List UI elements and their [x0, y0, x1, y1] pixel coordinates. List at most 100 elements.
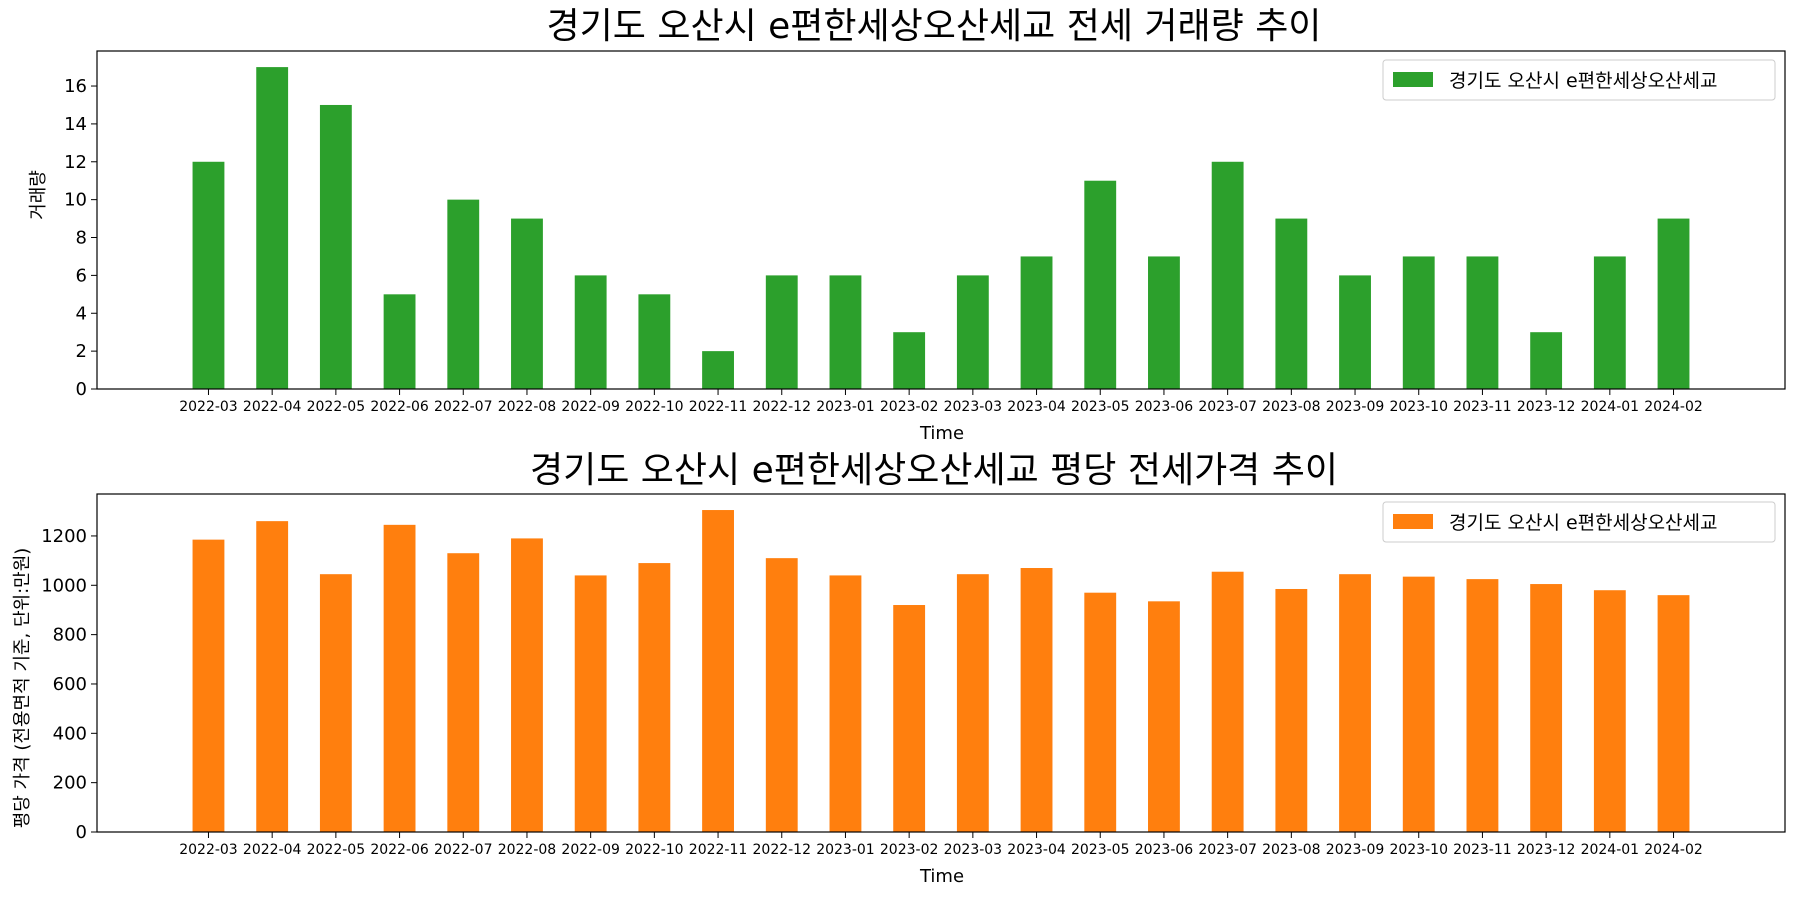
- x-tick-label: 2022-04: [243, 842, 302, 858]
- y-tick-label: 10: [64, 190, 87, 211]
- x-tick-label: 2023-05: [1071, 842, 1130, 858]
- x-tick-label: 2024-02: [1644, 842, 1703, 858]
- bar: [1020, 256, 1053, 389]
- y-tick-label: 4: [76, 303, 87, 324]
- x-tick-label: 2022-04: [243, 399, 302, 415]
- bar: [1402, 576, 1435, 832]
- bar: [893, 332, 926, 389]
- x-tick-label: 2023-12: [1517, 842, 1576, 858]
- x-tick-label: 2023-09: [1326, 399, 1385, 415]
- y-tick-label: 12: [64, 152, 87, 173]
- bar: [1275, 588, 1308, 832]
- x-tick-label: 2023-11: [1453, 399, 1512, 415]
- bar: [1530, 584, 1563, 832]
- bar: [1148, 601, 1180, 832]
- axis-ticks: 0 200 400 600 800 1000 1200 2022-03 2022-04 2022-…: [41, 526, 1703, 858]
- bar: [447, 553, 480, 832]
- x-tick-label: 2023-05: [1071, 399, 1130, 415]
- x-tick-label: 2023-02: [880, 399, 939, 415]
- x-tick-label: 2022-07: [434, 842, 493, 858]
- y-tick-label: 14: [64, 114, 87, 135]
- x-tick-label: 2024-01: [1581, 842, 1640, 858]
- legend: 경기도 오산시 e편한세상오산세교: [1382, 59, 1776, 101]
- y-axis-label: 평당 가격 (전용면적 기준, 단위:만원): [12, 548, 33, 829]
- y-tick-label: 0: [76, 379, 87, 400]
- bar: [1593, 590, 1626, 832]
- y-tick-label: 8: [76, 228, 87, 249]
- bar: [1339, 275, 1371, 389]
- bar: [1020, 568, 1053, 832]
- y-tick-label: 600: [53, 674, 87, 695]
- legend-box: [1382, 501, 1776, 543]
- bar: [638, 294, 671, 389]
- x-tick-label: 2023-12: [1517, 399, 1576, 415]
- x-tick-label: 2022-11: [689, 399, 748, 415]
- y-tick-label: 1000: [41, 575, 87, 596]
- bar: [1402, 256, 1435, 389]
- x-tick-label: 2023-04: [1007, 842, 1066, 858]
- x-tick-label: 2022-12: [753, 842, 812, 858]
- chart-title: 경기도 오산시 e편한세상오산세교 전세 거래량 추이: [547, 6, 1322, 47]
- x-tick-label: 2023-08: [1262, 399, 1321, 415]
- bar: [765, 275, 798, 389]
- legend-label: 경기도 오산시 e편한세상오산세교: [1449, 512, 1718, 534]
- bar: [319, 104, 352, 389]
- x-tick-label: 2023-03: [944, 842, 1003, 858]
- bar: [893, 605, 926, 832]
- legend-box: [1382, 59, 1776, 101]
- x-tick-label: 2023-06: [1135, 399, 1194, 415]
- bar: [383, 294, 416, 389]
- bar: [383, 524, 416, 832]
- x-tick-label: 2023-10: [1389, 842, 1448, 858]
- bar: [1084, 180, 1117, 389]
- bar: [956, 275, 989, 389]
- bar: [192, 161, 225, 389]
- bar: [1148, 256, 1180, 389]
- y-tick-label: 2: [76, 341, 87, 362]
- bar: [1211, 571, 1244, 832]
- bar: [447, 199, 480, 389]
- x-tick-label: 2023-07: [1198, 842, 1257, 858]
- bar: [829, 275, 862, 389]
- bar: [1339, 574, 1371, 832]
- x-tick-label: 2023-09: [1326, 842, 1385, 858]
- bar: [1084, 592, 1117, 832]
- bar: [829, 575, 862, 832]
- x-tick-label: 2022-05: [307, 842, 366, 858]
- bar: [511, 218, 543, 389]
- bar: [1530, 332, 1563, 389]
- bars: [192, 510, 1690, 832]
- bar: [192, 539, 225, 832]
- y-tick-label: 6: [76, 265, 87, 286]
- chart-title: 경기도 오산시 e편한세상오산세교 평당 전세가격 추이: [530, 450, 1338, 491]
- bar: [256, 67, 289, 389]
- x-tick-label: 2022-03: [179, 399, 238, 415]
- bar: [702, 510, 734, 832]
- legend: 경기도 오산시 e편한세상오산세교: [1382, 501, 1776, 543]
- volume-chart: 경기도 오산시 e편한세상오산세교 전세 거래량 추이 거래량 Time 0 2 4…: [28, 6, 1786, 444]
- legend-swatch: [1393, 514, 1433, 529]
- x-tick-label: 2024-01: [1581, 399, 1640, 415]
- x-tick-label: 2023-07: [1198, 399, 1257, 415]
- y-tick-label: 16: [64, 76, 87, 97]
- x-tick-label: 2022-10: [625, 399, 684, 415]
- bar: [638, 563, 671, 832]
- x-tick-label: 2022-06: [370, 399, 429, 415]
- bar: [1275, 218, 1308, 389]
- x-tick-label: 2022-12: [753, 399, 812, 415]
- bar: [1657, 218, 1690, 389]
- x-tick-label: 2022-11: [689, 842, 748, 858]
- bar: [1466, 256, 1499, 389]
- x-tick-label: 2022-06: [370, 842, 429, 858]
- plot-frame: [96, 493, 1786, 833]
- bar: [319, 574, 352, 832]
- bars: [192, 67, 1690, 389]
- bar: [574, 575, 607, 832]
- bar: [1593, 256, 1626, 389]
- price-chart: 경기도 오산시 e편한세상오산세교 평당 전세가격 추이 평당 가격 (전용면적…: [12, 450, 1786, 887]
- bar: [511, 538, 543, 832]
- x-tick-label: 2022-07: [434, 399, 493, 415]
- x-tick-label: 2023-03: [944, 399, 1003, 415]
- bar: [765, 558, 798, 832]
